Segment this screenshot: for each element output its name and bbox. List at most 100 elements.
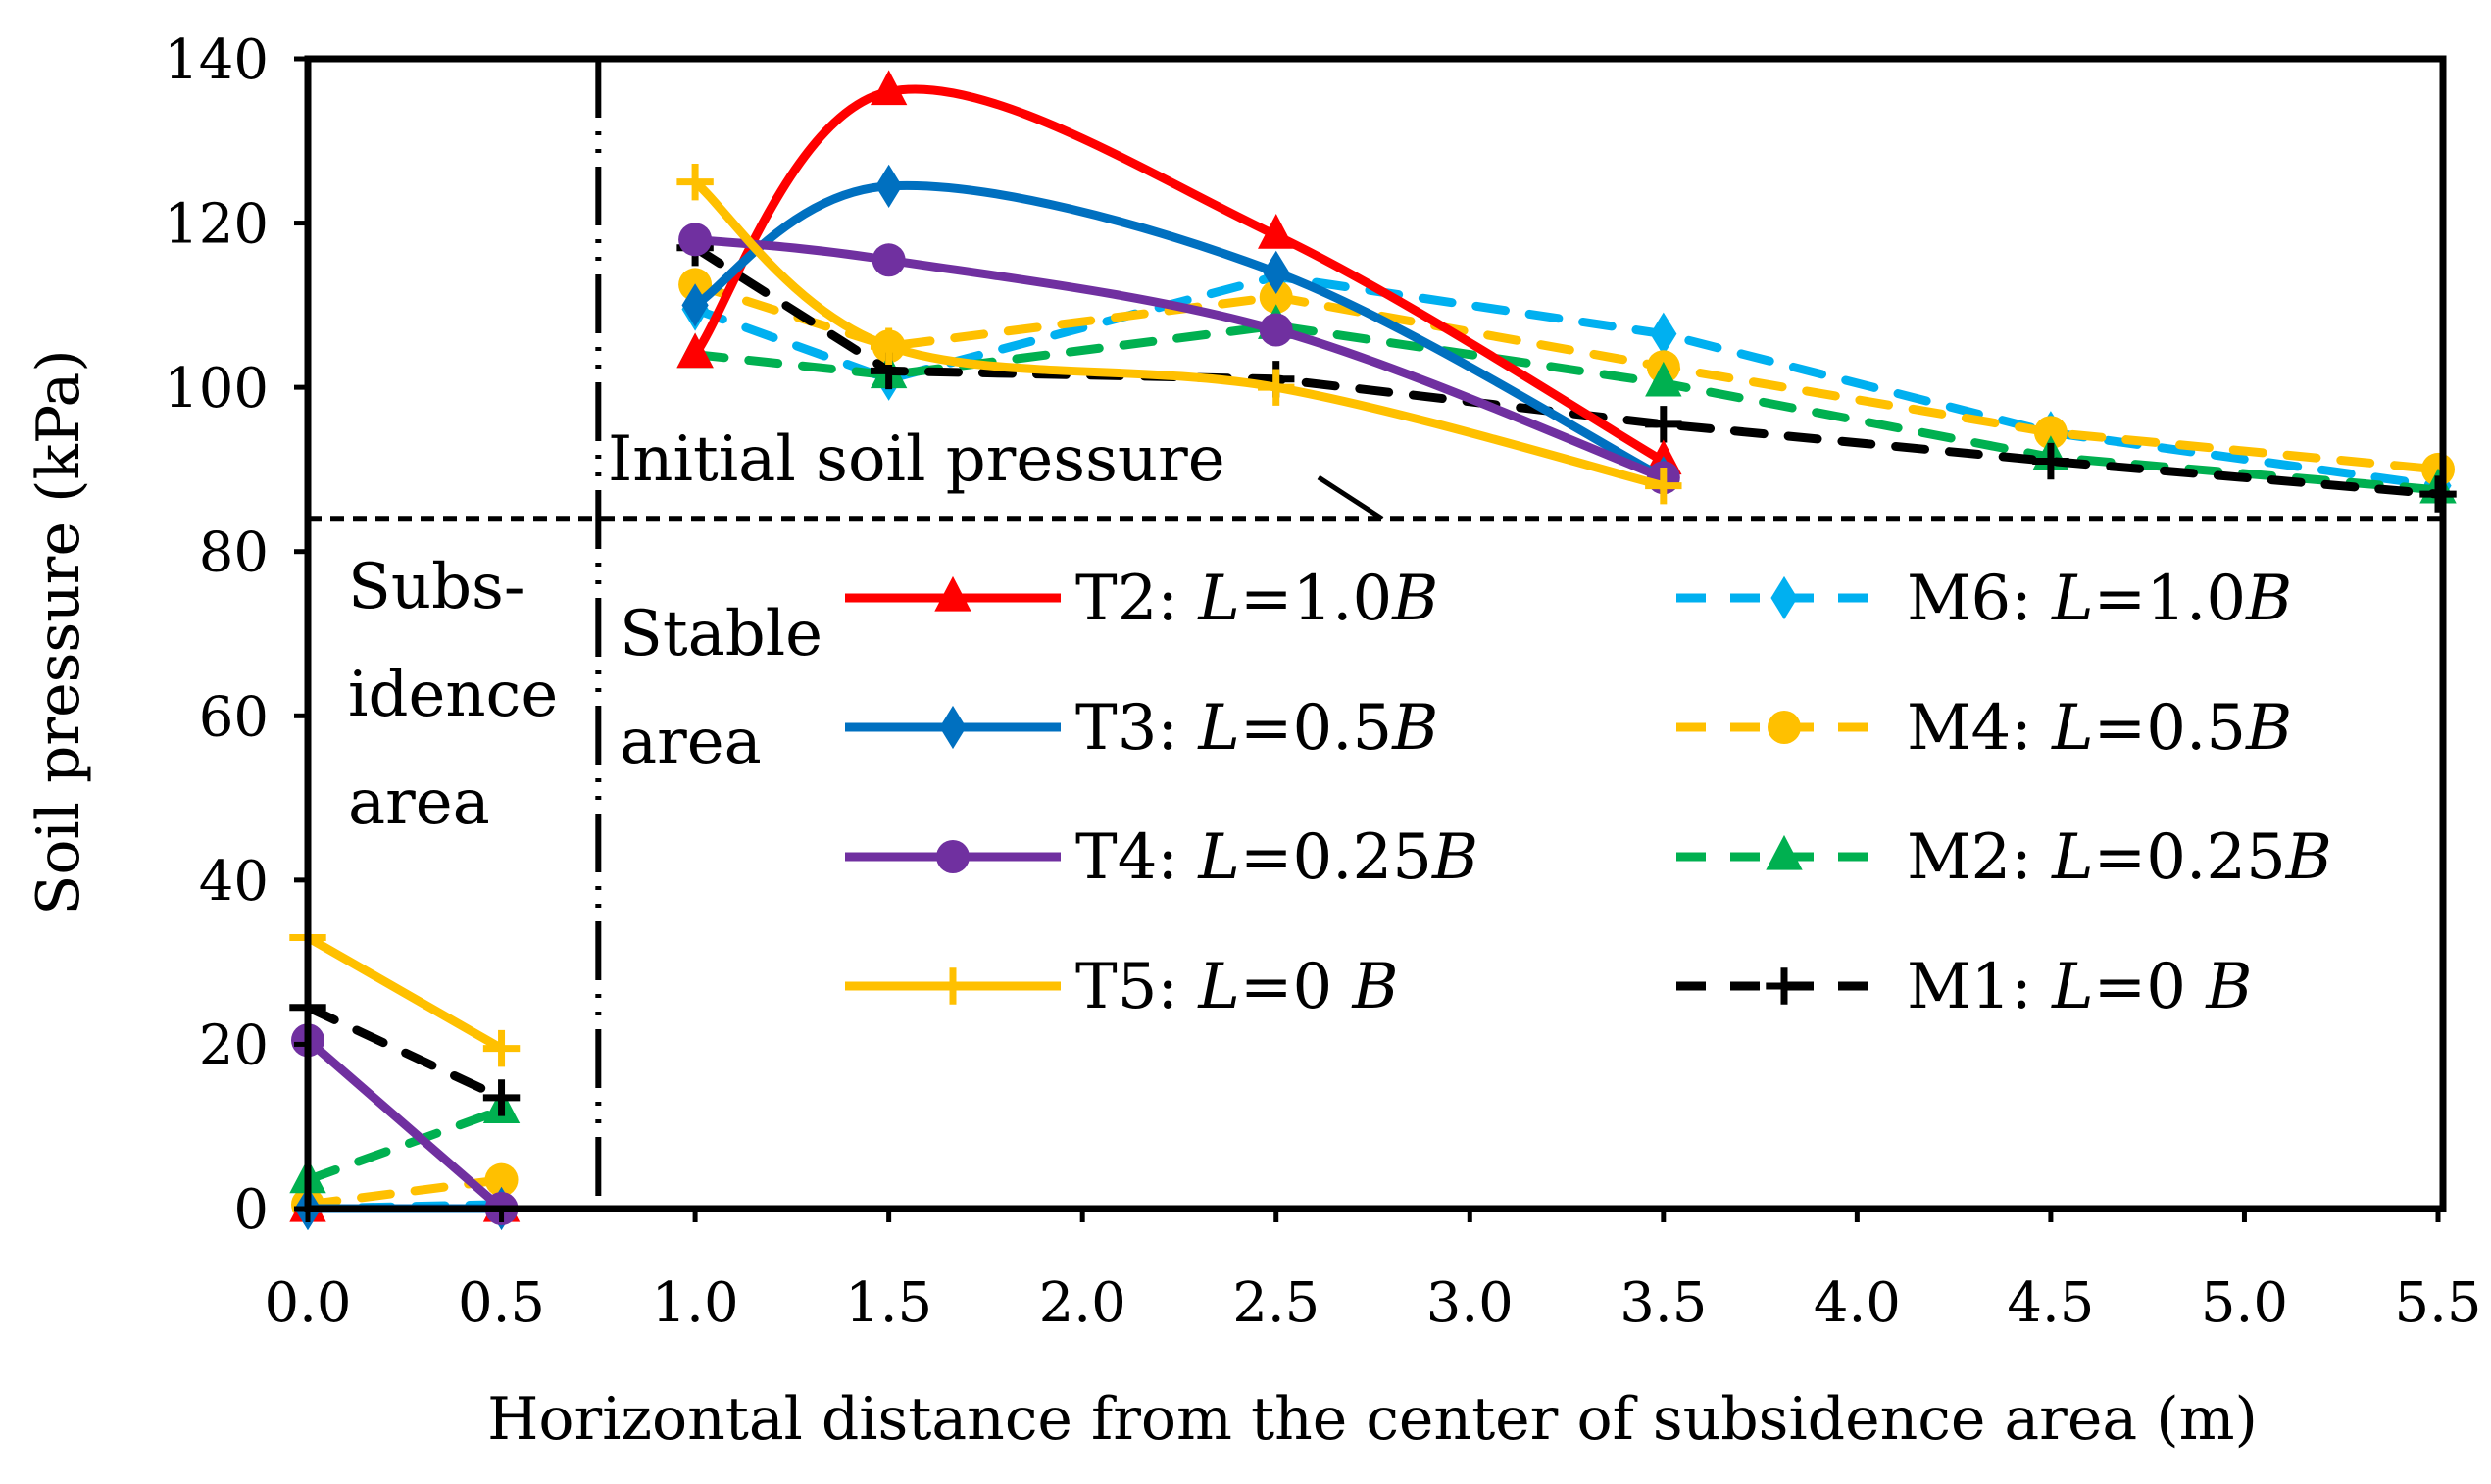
series-line-subsidence [303, 1035, 507, 1213]
legend-label-part: B [2245, 692, 2292, 765]
data-point [482, 1029, 521, 1067]
legend-item-m6: M6: L=1.0B [1676, 563, 2292, 635]
data-point [482, 1079, 521, 1116]
series-t4 [291, 223, 1680, 1225]
series-t5 [289, 163, 1682, 1067]
legend-label-part: L [1197, 563, 1240, 635]
y-tick-label: 120 [164, 193, 269, 257]
legend-label-part: =1.0 [2094, 563, 2246, 635]
legend-label-part: B [1391, 563, 1438, 635]
legend-label-part: T5: [1075, 951, 1198, 1023]
y-tick-label: 40 [199, 850, 269, 914]
data-point [1259, 279, 1293, 314]
x-tick-label: 2.5 [1232, 1271, 1320, 1335]
x-tick-label: 3.5 [1619, 1271, 1707, 1335]
y-tick-label: 60 [199, 685, 269, 749]
data-point [1258, 214, 1295, 249]
legend-label-part: =0 [1240, 951, 1353, 1023]
data-point [870, 70, 908, 106]
legend-label-part: =0.5 [2094, 692, 2246, 765]
plot-frame [304, 55, 2447, 1212]
data-point [1263, 250, 1290, 294]
legend-label-part: =1.0 [1240, 563, 1392, 635]
data-point [1645, 467, 1682, 505]
data-point [2419, 475, 2457, 513]
legend-label-part: M4: [1907, 692, 2052, 765]
stable-area-label: Stable [620, 598, 822, 670]
legend-label-part: B [1352, 951, 1399, 1023]
series-line-subsidence [303, 1105, 507, 1185]
y-tick-label: 0 [233, 1178, 269, 1242]
legend-label: M2: L=0.25B [1907, 821, 2332, 894]
legend-item-t3: T3: L=0.5B [845, 692, 1438, 765]
series-line-subsidence [303, 1003, 507, 1103]
y-tick-label: 140 [164, 28, 269, 92]
legend-label-part: L [2051, 951, 2094, 1023]
subsidence-area-label: idence [348, 659, 558, 731]
legend-label-part: T3: [1075, 692, 1198, 765]
x-tick-label: 1.5 [845, 1271, 932, 1335]
x-tick-label: 4.5 [2007, 1271, 2094, 1335]
subsidence-area-label: area [348, 767, 490, 839]
legend-item-t2: T2: L=1.0B [845, 563, 1438, 635]
data-point [2033, 416, 2068, 450]
legend-marker [1766, 967, 1803, 1005]
x-tick-label: 0.5 [458, 1271, 545, 1335]
x-tick-label: 5.0 [2201, 1271, 2288, 1335]
series-line-stable [690, 84, 1669, 467]
legend-label-part: B [1391, 692, 1438, 765]
legend-marker [1766, 834, 1803, 870]
legend-label-part: L [2051, 692, 2094, 765]
data-point [681, 283, 709, 327]
legend-marker [934, 967, 971, 1005]
legend-label-part: =0 [2094, 951, 2207, 1023]
stable-area-label: area [620, 706, 762, 778]
x-axis-label: Horizontal distance from the center of s… [487, 1385, 2258, 1454]
legend-label: M4: L=0.5B [1907, 692, 2292, 765]
y-tick-label: 20 [199, 1014, 269, 1077]
legend-label: T5: L=0 B [1075, 951, 1399, 1023]
data-point [1645, 406, 1682, 443]
legend-label-part: B [2285, 821, 2332, 894]
legend-label-part: B [1431, 821, 1478, 894]
legend-label-part: B [2245, 563, 2292, 635]
data-point [678, 223, 713, 257]
legend-marker [939, 705, 967, 750]
data-point [1650, 312, 1677, 356]
x-tick-label: 4.0 [1814, 1271, 1901, 1335]
legend-item-t5: T5: L=0 B [845, 951, 1399, 1023]
legend-label-part: L [1197, 821, 1240, 894]
legend-item-m1: M1: L=0 B [1676, 951, 2252, 1023]
data-point [676, 332, 714, 369]
legend-label: M1: L=0 B [1907, 951, 2252, 1023]
initial-pressure-leader [1317, 474, 1384, 521]
legend-label-part: T2: [1075, 563, 1198, 635]
legend-label: T2: L=1.0B [1075, 563, 1438, 635]
data-point [1645, 361, 1682, 397]
legend-label: M6: L=1.0B [1907, 563, 2292, 635]
series-line-stable [690, 321, 2443, 495]
data-point [1259, 313, 1293, 347]
x-tick-label: 1.0 [652, 1271, 739, 1335]
legend-label-part: M6: [1907, 563, 2052, 635]
legend-marker [934, 575, 971, 612]
legend-label-part: T4: [1075, 821, 1198, 894]
x-tick-label: 2.0 [1039, 1271, 1126, 1335]
data-point [870, 327, 908, 365]
legend-item-t4: T4: L=0.25B [845, 821, 1478, 894]
legend-item-m4: M4: L=0.5B [1676, 692, 2292, 765]
series-line-stable [690, 180, 1669, 482]
legend-label: T3: L=0.5B [1075, 692, 1438, 765]
data-point [875, 164, 903, 208]
data-point [676, 163, 714, 201]
legend-label-part: M2: [1907, 821, 2052, 894]
data-point [484, 1162, 519, 1197]
data-point [1258, 369, 1295, 406]
subsidence-area-label: Subs- [348, 551, 525, 623]
legend-label-part: L [1197, 692, 1240, 765]
series-line-stable [690, 177, 1669, 491]
series-line-subsidence [303, 933, 507, 1054]
y-axis-label: Soil pressure (kPa) [25, 349, 93, 915]
legend-label-part: L [2051, 563, 2094, 635]
